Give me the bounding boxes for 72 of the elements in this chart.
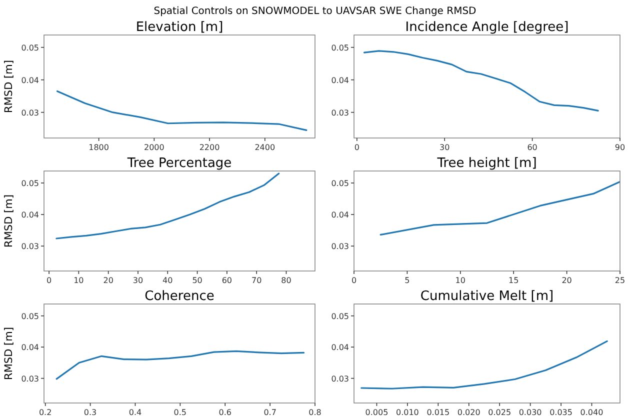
- x-tick-label: 2200: [199, 143, 220, 152]
- x-tick-label: 0.010: [396, 408, 419, 417]
- y-tick-label: 0.04: [331, 210, 349, 220]
- x-tick-label: 70: [251, 276, 262, 285]
- chart-title: Incidence Angle [degree]: [405, 20, 569, 35]
- line-series: [360, 340, 608, 390]
- chart-title: Tree height [m]: [436, 156, 537, 171]
- text: Spatial Controls on SNOWMODEL to UAVSAR SWE Change RMSD: [154, 6, 477, 17]
- x-tick-label: 0.015: [426, 408, 450, 417]
- y-tick-label: 0.04: [331, 343, 349, 352]
- x-tick-label: 0: [351, 276, 357, 285]
- y-tick-label: 0.04: [331, 76, 349, 85]
- x-tick-label: 80: [281, 276, 292, 285]
- x-tick-label: 1800: [88, 143, 109, 152]
- x-tick-label: 0.2: [38, 408, 52, 417]
- y-tick-label: 0.05: [331, 312, 349, 321]
- x-tick-label: 0.020: [457, 408, 480, 417]
- x-tick-label: 10: [455, 276, 466, 285]
- line-series: [380, 180, 620, 236]
- x-tick-label: 60: [222, 276, 232, 285]
- y-tick-label: 0.03: [21, 374, 39, 384]
- y-tick-label: 0.05: [21, 43, 39, 52]
- x-tick-label: 60: [527, 143, 538, 152]
- x-tick-label: 20: [103, 276, 114, 285]
- y-tick-label: 0.04: [21, 343, 39, 352]
- x-tick-label: 30: [132, 276, 144, 285]
- y-tick-label: 0.04: [21, 210, 39, 220]
- x-tick-label: 50: [192, 276, 202, 285]
- chart-title: Cumulative Melt [m]: [420, 289, 554, 304]
- x-tick-label: 0.040: [580, 408, 604, 417]
- x-tick-label: 0.005: [365, 408, 388, 417]
- x-tick-label: 0.5: [174, 408, 187, 417]
- chart-title: Tree Percentage: [126, 156, 232, 171]
- x-tick-label: 15: [508, 276, 519, 285]
- y-tick-label: 0.03: [21, 242, 39, 252]
- line-series: [56, 172, 280, 240]
- x-tick-label: 0: [46, 276, 52, 285]
- chart-title: Elevation [m]: [136, 20, 224, 35]
- line-series: [363, 50, 599, 112]
- y-tick-label: 0.05: [21, 312, 39, 321]
- x-tick-label: 25: [614, 276, 626, 285]
- y-tick-label: 0.04: [21, 76, 39, 85]
- x-tick-label: 0.035: [550, 408, 572, 417]
- x-tick-label: 5: [404, 276, 410, 285]
- x-tick-label: 0.8: [308, 408, 322, 417]
- x-tick-label: 10: [74, 276, 84, 285]
- chart-title: Coherence: [144, 289, 214, 304]
- y-axis-title: RMSD [m]: [3, 194, 15, 248]
- x-tick-label: 0.7: [264, 408, 276, 417]
- line-series: [56, 90, 308, 131]
- y-tick-label: 0.03: [331, 242, 349, 252]
- line-series: [56, 350, 305, 380]
- y-axis-title: RMSD [m]: [3, 327, 15, 380]
- y-tick-label: 0.03: [331, 108, 349, 118]
- y-axis-title: RMSD [m]: [3, 60, 15, 113]
- y-tick-label: 0.05: [331, 43, 349, 52]
- x-tick-label: 2000: [144, 143, 164, 152]
- x-tick-label: 0.030: [518, 408, 542, 417]
- x-tick-label: 40: [162, 276, 173, 285]
- y-tick-label: 0.03: [21, 108, 39, 118]
- x-tick-label: 0.4: [128, 408, 142, 417]
- x-tick-label: 0: [354, 143, 360, 152]
- x-tick-label: 0.3: [84, 408, 97, 417]
- y-tick-label: 0.05: [21, 178, 39, 188]
- x-tick-label: 0.025: [488, 408, 512, 417]
- x-tick-label: 2400: [254, 143, 276, 152]
- x-tick-label: 30: [440, 143, 450, 152]
- x-tick-label: 0.6: [218, 408, 232, 417]
- y-tick-label: 0.03: [331, 374, 349, 384]
- y-tick-label: 0.05: [331, 178, 349, 188]
- x-tick-label: 90: [614, 143, 626, 152]
- x-tick-label: 20: [562, 276, 572, 285]
